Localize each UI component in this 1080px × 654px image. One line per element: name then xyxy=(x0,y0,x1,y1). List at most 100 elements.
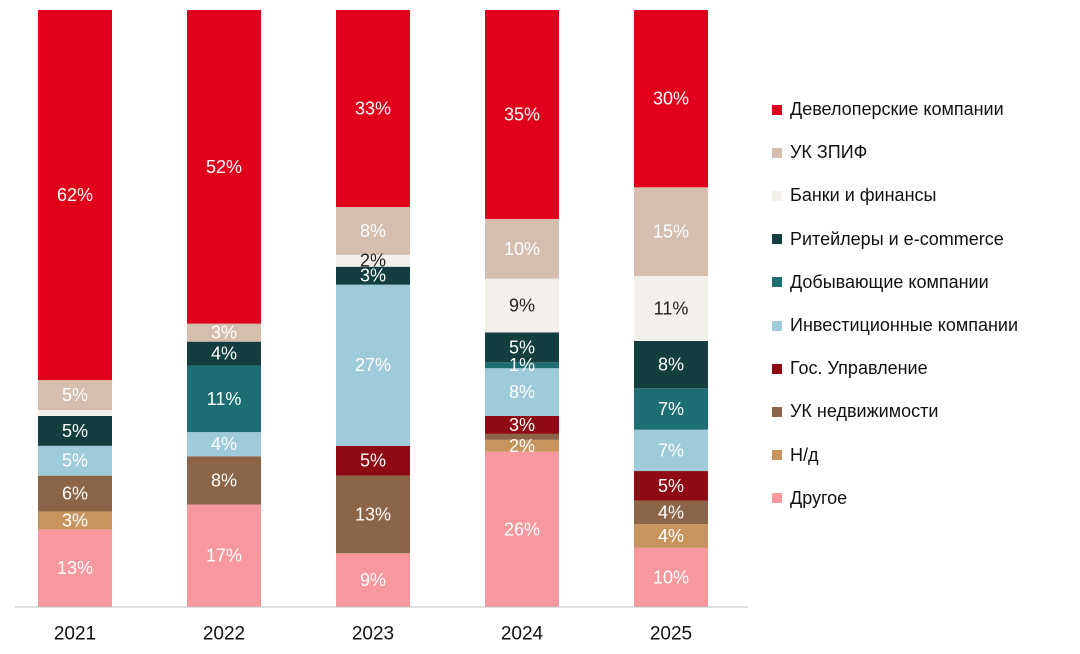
x-tick-label: 2023 xyxy=(352,624,394,645)
legend-swatch xyxy=(772,406,782,417)
x-tick-label: 2021 xyxy=(54,624,96,645)
bar-segment xyxy=(485,278,559,333)
legend: Девелоперские компании УК ЗПИФ Банки и фин… xyxy=(772,88,1077,520)
data-label: 52% xyxy=(206,157,242,177)
bar-segment xyxy=(634,10,708,188)
data-label: 5% xyxy=(360,451,386,471)
bar-segment xyxy=(634,187,708,276)
data-label: 9% xyxy=(509,296,535,316)
bar-segment xyxy=(38,409,112,416)
data-label: 8% xyxy=(211,470,237,490)
legend-swatch xyxy=(772,104,782,115)
legend-label: УК ЗПИФ xyxy=(790,142,868,163)
x-tick-label: 2024 xyxy=(501,624,544,645)
data-label: 8% xyxy=(658,355,684,375)
x-tick-label: 2022 xyxy=(203,624,245,645)
legend-item: Другое xyxy=(772,477,1077,520)
data-label: 17% xyxy=(206,546,242,566)
bars-group xyxy=(38,10,708,607)
data-label: 5% xyxy=(62,385,88,405)
segment-labels-group: 13%3%6%5%5%5%62%17%8%4%11%4%3%52%9%13%5%… xyxy=(57,89,689,590)
bar-segment xyxy=(485,433,559,440)
bar-segment xyxy=(336,284,410,446)
data-label: 7% xyxy=(658,440,684,460)
legend-swatch xyxy=(772,450,782,461)
bar-segment xyxy=(187,365,261,433)
data-label: 35% xyxy=(504,104,540,124)
data-label: 1% xyxy=(509,355,535,375)
bar-segment xyxy=(485,218,559,279)
bar-segment xyxy=(187,323,261,342)
data-label: 13% xyxy=(355,504,391,524)
bar-segment xyxy=(187,10,261,324)
bar-segment xyxy=(634,547,708,607)
legend-item: УК недвижимости xyxy=(772,390,1077,433)
legend-item: Добывающие компании xyxy=(772,261,1077,304)
legend-item: Банки и финансы xyxy=(772,174,1077,217)
legend-swatch xyxy=(772,320,782,331)
data-label: 3% xyxy=(509,415,535,435)
legend-label: Гос. Управление xyxy=(790,358,928,379)
bar-segment xyxy=(485,332,559,363)
bar-segment xyxy=(634,275,708,342)
bar-segment xyxy=(38,445,112,476)
data-label: 26% xyxy=(504,519,540,539)
legend-swatch xyxy=(772,147,782,158)
bar-segment xyxy=(634,500,708,525)
data-label: 9% xyxy=(360,570,386,590)
data-label: 5% xyxy=(658,476,684,496)
legend-item: Н/д xyxy=(772,434,1077,477)
data-label: 6% xyxy=(62,484,88,504)
legend-swatch xyxy=(772,234,782,245)
bar-segment xyxy=(336,207,410,255)
legend-item: Инвестиционные компании xyxy=(772,304,1077,347)
legend-label: Девелоперские компании xyxy=(790,99,1004,120)
legend-item: Девелоперские компании xyxy=(772,88,1077,131)
data-label: 7% xyxy=(658,399,684,419)
x-tick-label: 2025 xyxy=(650,624,692,645)
bar-segment xyxy=(336,254,410,267)
bar-segment xyxy=(38,10,112,381)
data-label: 8% xyxy=(509,382,535,402)
legend-label: Инвестиционные компании xyxy=(790,315,1019,336)
bar-segment xyxy=(485,439,559,452)
legend-item: УК ЗПИФ xyxy=(772,131,1077,174)
bar-segment xyxy=(187,341,261,366)
data-label: 27% xyxy=(355,355,391,375)
bar-segment xyxy=(336,475,410,554)
legend-label: Банки и финансы xyxy=(790,185,937,206)
bar-segment xyxy=(38,380,112,410)
data-label: 5% xyxy=(62,421,88,441)
bar-segment xyxy=(634,388,708,430)
bar-segment xyxy=(187,456,261,505)
legend-label: Добывающие компании xyxy=(790,271,989,292)
bar-segment xyxy=(336,445,410,476)
data-label: 5% xyxy=(509,337,535,357)
data-label: 11% xyxy=(654,299,689,319)
bar-segment xyxy=(634,429,708,472)
data-label: 30% xyxy=(653,89,689,109)
bar-segment xyxy=(336,10,410,208)
data-label: 11% xyxy=(207,389,242,409)
data-label: 3% xyxy=(62,510,88,530)
bar-segment xyxy=(485,362,559,369)
data-label: 5% xyxy=(62,451,88,471)
data-label: 4% xyxy=(658,502,684,522)
bar-segment xyxy=(634,471,708,501)
legend-item: Ритейлеры и e-commerce xyxy=(772,218,1077,261)
bar-segment xyxy=(187,432,261,457)
data-label: 2% xyxy=(509,436,535,456)
data-label: 62% xyxy=(57,185,93,205)
bar-segment xyxy=(38,415,112,446)
bar-segment xyxy=(634,341,708,389)
x-tick-labels-group: 2021 2022 2023 2024 2025 xyxy=(54,624,692,645)
data-label: 4% xyxy=(211,434,237,454)
legend-label: УК недвижимости xyxy=(790,401,939,422)
bar-segment xyxy=(485,368,559,416)
bar-segment xyxy=(485,10,559,219)
bar-segment xyxy=(187,504,261,607)
data-label: 33% xyxy=(355,99,391,119)
legend-label: Ритейлеры и e-commerce xyxy=(790,228,1004,249)
bar-segment xyxy=(38,475,112,512)
